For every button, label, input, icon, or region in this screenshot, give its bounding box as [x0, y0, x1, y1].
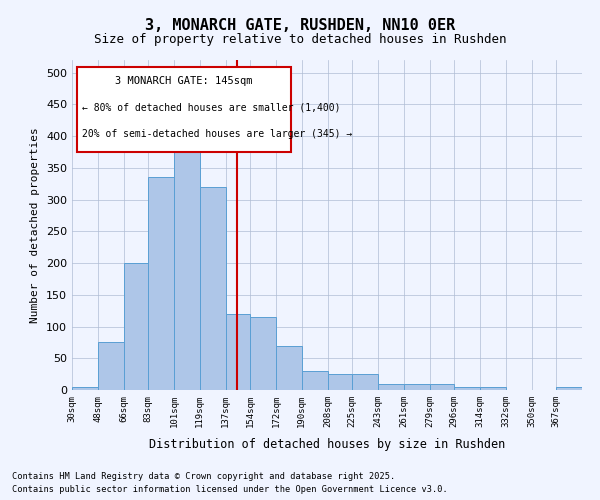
Text: 3, MONARCH GATE, RUSHDEN, NN10 0ER: 3, MONARCH GATE, RUSHDEN, NN10 0ER	[145, 18, 455, 32]
Bar	[250, 317, 276, 390]
Bar	[148, 178, 174, 390]
Bar	[226, 314, 250, 390]
Text: 20% of semi-detached houses are larger (345) →: 20% of semi-detached houses are larger (…	[82, 130, 352, 140]
X-axis label: Distribution of detached houses by size in Rushden: Distribution of detached houses by size …	[149, 438, 505, 451]
Bar	[98, 342, 124, 390]
Bar	[174, 142, 200, 390]
Bar	[404, 384, 430, 390]
Bar	[454, 387, 480, 390]
Bar	[200, 187, 226, 390]
Bar	[430, 384, 454, 390]
Text: ← 80% of detached houses are smaller (1,400): ← 80% of detached houses are smaller (1,…	[82, 103, 341, 113]
Bar	[302, 371, 328, 390]
Bar	[480, 387, 506, 390]
Text: Contains HM Land Registry data © Crown copyright and database right 2025.: Contains HM Land Registry data © Crown c…	[12, 472, 395, 481]
Text: Size of property relative to detached houses in Rushden: Size of property relative to detached ho…	[94, 32, 506, 46]
Bar	[352, 374, 378, 390]
Bar	[124, 263, 148, 390]
Text: 3 MONARCH GATE: 145sqm: 3 MONARCH GATE: 145sqm	[115, 76, 253, 86]
Y-axis label: Number of detached properties: Number of detached properties	[31, 127, 40, 323]
FancyBboxPatch shape	[77, 66, 291, 152]
Bar	[72, 387, 98, 390]
Text: Contains public sector information licensed under the Open Government Licence v3: Contains public sector information licen…	[12, 485, 448, 494]
Bar	[276, 346, 302, 390]
Bar	[378, 384, 404, 390]
Bar	[556, 387, 582, 390]
Bar	[328, 374, 352, 390]
